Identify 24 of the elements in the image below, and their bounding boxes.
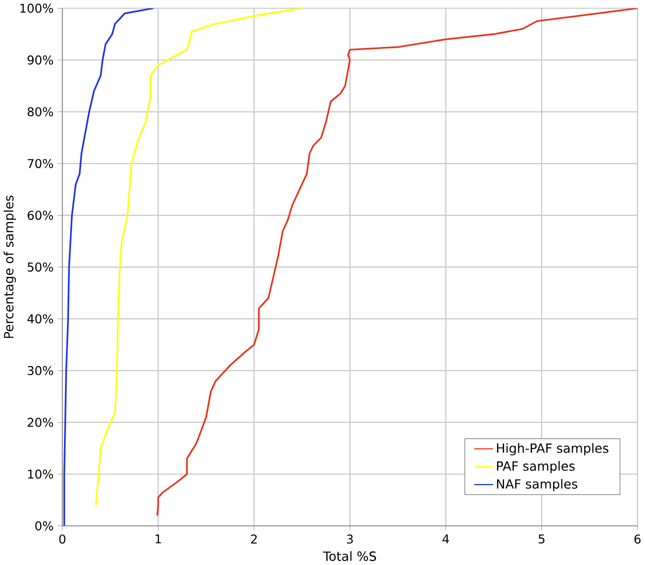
y-tick-label: 60% [28,210,54,220]
legend-label: NAF samples [497,479,578,492]
x-axis-title: Total %S [323,551,376,562]
y-tick-label: 70% [28,159,54,168]
x-tick-label: 1 [156,534,161,544]
x-tick-label: 5 [538,534,544,544]
y-tick-label: 100% [20,4,54,13]
y-axis-title: Percentage of samples [4,196,16,338]
y-tick-label: 40% [27,314,54,324]
y-tick-label: 0% [35,521,54,531]
y-tick-label: 50% [28,262,54,272]
y-tick-label: 20% [28,418,54,428]
x-tick-label: 4 [442,534,449,544]
x-tick-label: 3 [346,534,353,544]
line-series [95,8,303,506]
y-tick-label: 90% [28,56,54,65]
x-tick-label: 2 [251,534,257,544]
x-tick-label: 6 [634,534,641,544]
legend-label: PAF samples [497,461,575,474]
y-tick-label: 30% [28,366,54,376]
legend-label: High-PAF samples [497,443,608,456]
x-tick-label: 0 [59,534,66,544]
y-tick-label: 80% [28,107,54,117]
y-tick-label: 10% [28,470,54,479]
